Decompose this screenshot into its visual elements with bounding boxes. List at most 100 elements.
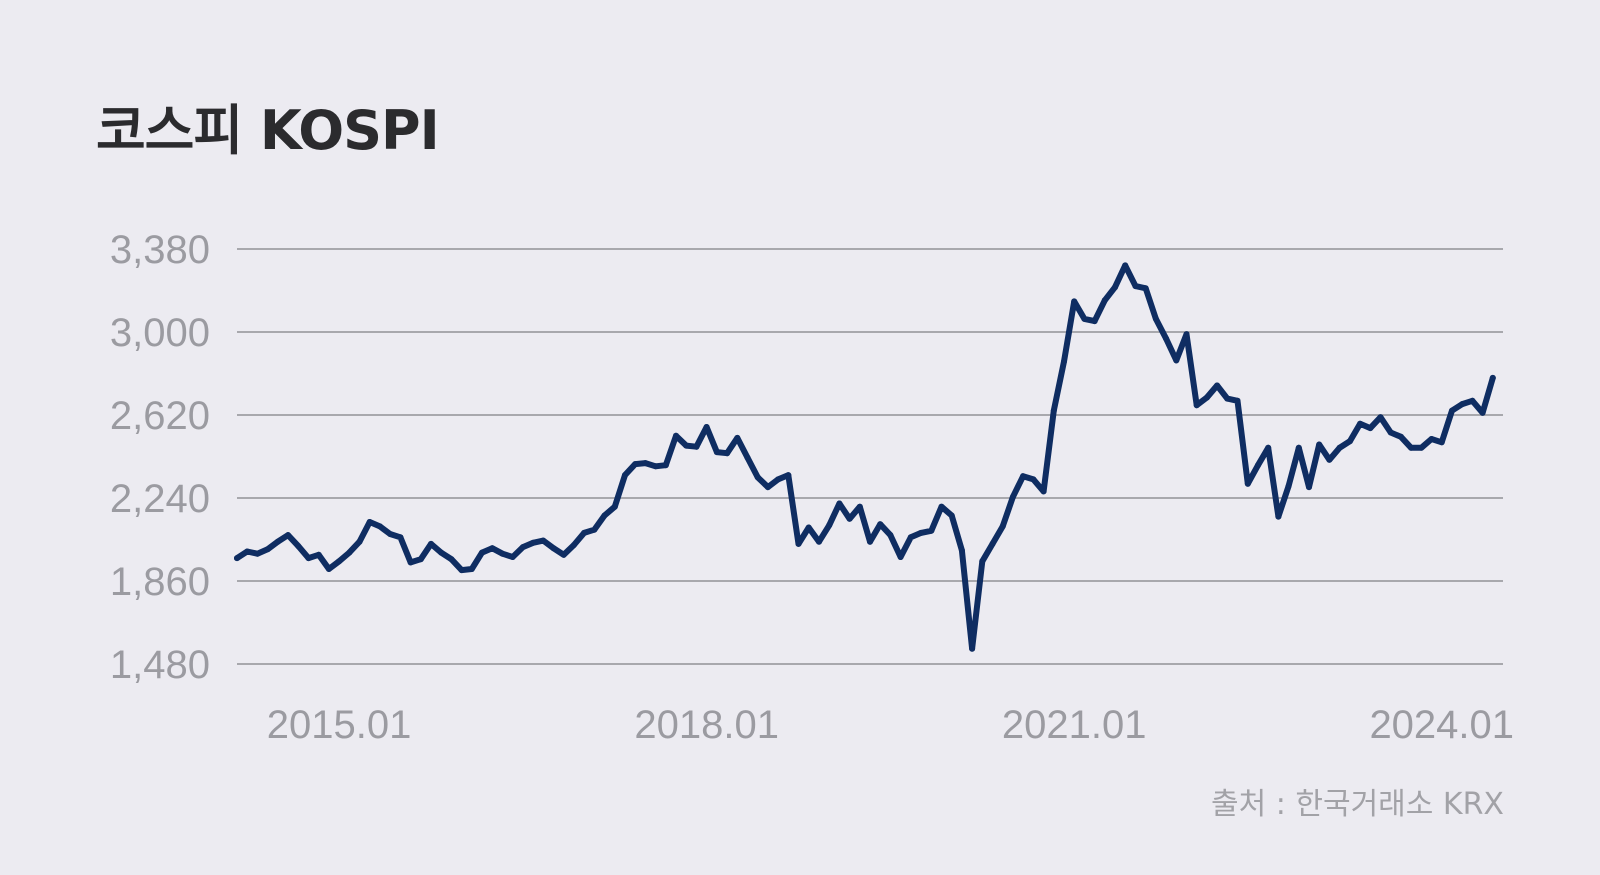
data-point	[458, 567, 465, 574]
data-point	[1101, 297, 1108, 304]
data-point	[1112, 284, 1118, 291]
data-point	[1224, 395, 1231, 402]
data-point	[989, 540, 996, 547]
data-point	[1122, 262, 1129, 269]
data-point	[887, 532, 894, 539]
data-point	[1377, 414, 1384, 421]
data-point	[519, 544, 526, 551]
data-point	[1367, 425, 1374, 432]
data-point	[713, 449, 720, 456]
x-tick-label: 2015.01	[267, 703, 412, 747]
data-point	[1336, 444, 1343, 451]
data-point	[1050, 407, 1057, 414]
data-point	[560, 551, 567, 558]
data-point	[550, 545, 557, 552]
data-point	[591, 526, 598, 533]
data-point	[1203, 394, 1210, 401]
x-tick-label: 2024.01	[1369, 703, 1514, 747]
data-point	[1326, 456, 1333, 463]
data-point	[805, 524, 812, 531]
data-point	[509, 554, 516, 560]
data-point	[632, 461, 639, 468]
chart-title: 코스피 KOSPI	[96, 99, 440, 162]
data-point	[611, 503, 618, 510]
data-point	[693, 443, 700, 450]
data-point	[295, 543, 302, 550]
data-point	[1265, 444, 1272, 451]
data-point	[1183, 331, 1190, 338]
data-point	[346, 549, 353, 556]
data-point	[376, 523, 383, 530]
data-point	[285, 532, 291, 539]
data-point	[642, 460, 649, 467]
data-point	[754, 474, 761, 481]
data-point	[1397, 433, 1404, 440]
source-note: 출처 : 한국거래소 KRX	[1211, 787, 1504, 822]
data-point	[1132, 283, 1139, 290]
data-point	[948, 512, 955, 519]
data-point	[928, 527, 935, 534]
data-point	[622, 472, 628, 479]
data-point	[1152, 315, 1159, 322]
data-point	[1438, 439, 1445, 446]
data-point	[826, 522, 833, 529]
data-point	[1449, 407, 1455, 414]
data-point	[1275, 513, 1282, 520]
data-point	[1285, 483, 1292, 489]
data-point	[274, 538, 281, 545]
data-point	[489, 545, 496, 552]
data-point	[1489, 374, 1496, 381]
data-point	[703, 424, 710, 430]
data-point	[1163, 335, 1170, 342]
data-point	[407, 559, 414, 566]
data-point	[438, 549, 445, 556]
data-point	[387, 531, 394, 537]
data-point	[336, 558, 343, 565]
data-point	[652, 463, 659, 470]
data-point	[764, 484, 771, 491]
series-line-kospi	[234, 262, 1496, 652]
data-point	[428, 540, 434, 547]
data-point	[907, 534, 914, 541]
data-point	[836, 500, 843, 507]
data-point	[305, 555, 312, 562]
data-point	[856, 503, 863, 510]
y-tick-label: 1,860	[110, 560, 210, 604]
data-point	[867, 538, 873, 545]
data-point	[897, 554, 904, 560]
data-point	[938, 503, 945, 510]
data-point	[325, 566, 332, 572]
data-point	[969, 645, 976, 652]
data-point	[315, 551, 322, 558]
data-point	[499, 550, 506, 557]
data-point	[1408, 444, 1415, 451]
data-point	[1142, 285, 1149, 292]
x-tick-label: 2018.01	[634, 703, 779, 747]
data-point	[468, 566, 475, 572]
data-point	[999, 523, 1006, 530]
x-axis-ticks: 2015.01 2018.01 2021.01 2024.01	[267, 703, 1514, 747]
y-tick-label: 2,240	[110, 477, 210, 521]
data-point	[1255, 462, 1261, 469]
data-point	[254, 550, 261, 557]
data-point	[1479, 409, 1486, 416]
data-point	[1316, 441, 1323, 448]
data-point	[918, 529, 924, 536]
data-point	[366, 519, 373, 525]
data-point	[479, 549, 485, 556]
data-point	[1295, 444, 1302, 451]
data-point	[1428, 436, 1435, 442]
data-point	[570, 542, 577, 548]
y-axis-ticks: 1,480 1,860 2,240 2,620 3,000 3,380	[110, 228, 210, 687]
data-point	[683, 442, 690, 449]
data-point	[397, 534, 404, 541]
series-group	[234, 262, 1496, 652]
data-point	[244, 548, 251, 555]
data-point	[1306, 484, 1312, 491]
data-point	[775, 476, 782, 483]
data-point	[1030, 476, 1037, 483]
data-point	[673, 432, 679, 439]
y-tick-label: 1,480	[110, 643, 210, 687]
